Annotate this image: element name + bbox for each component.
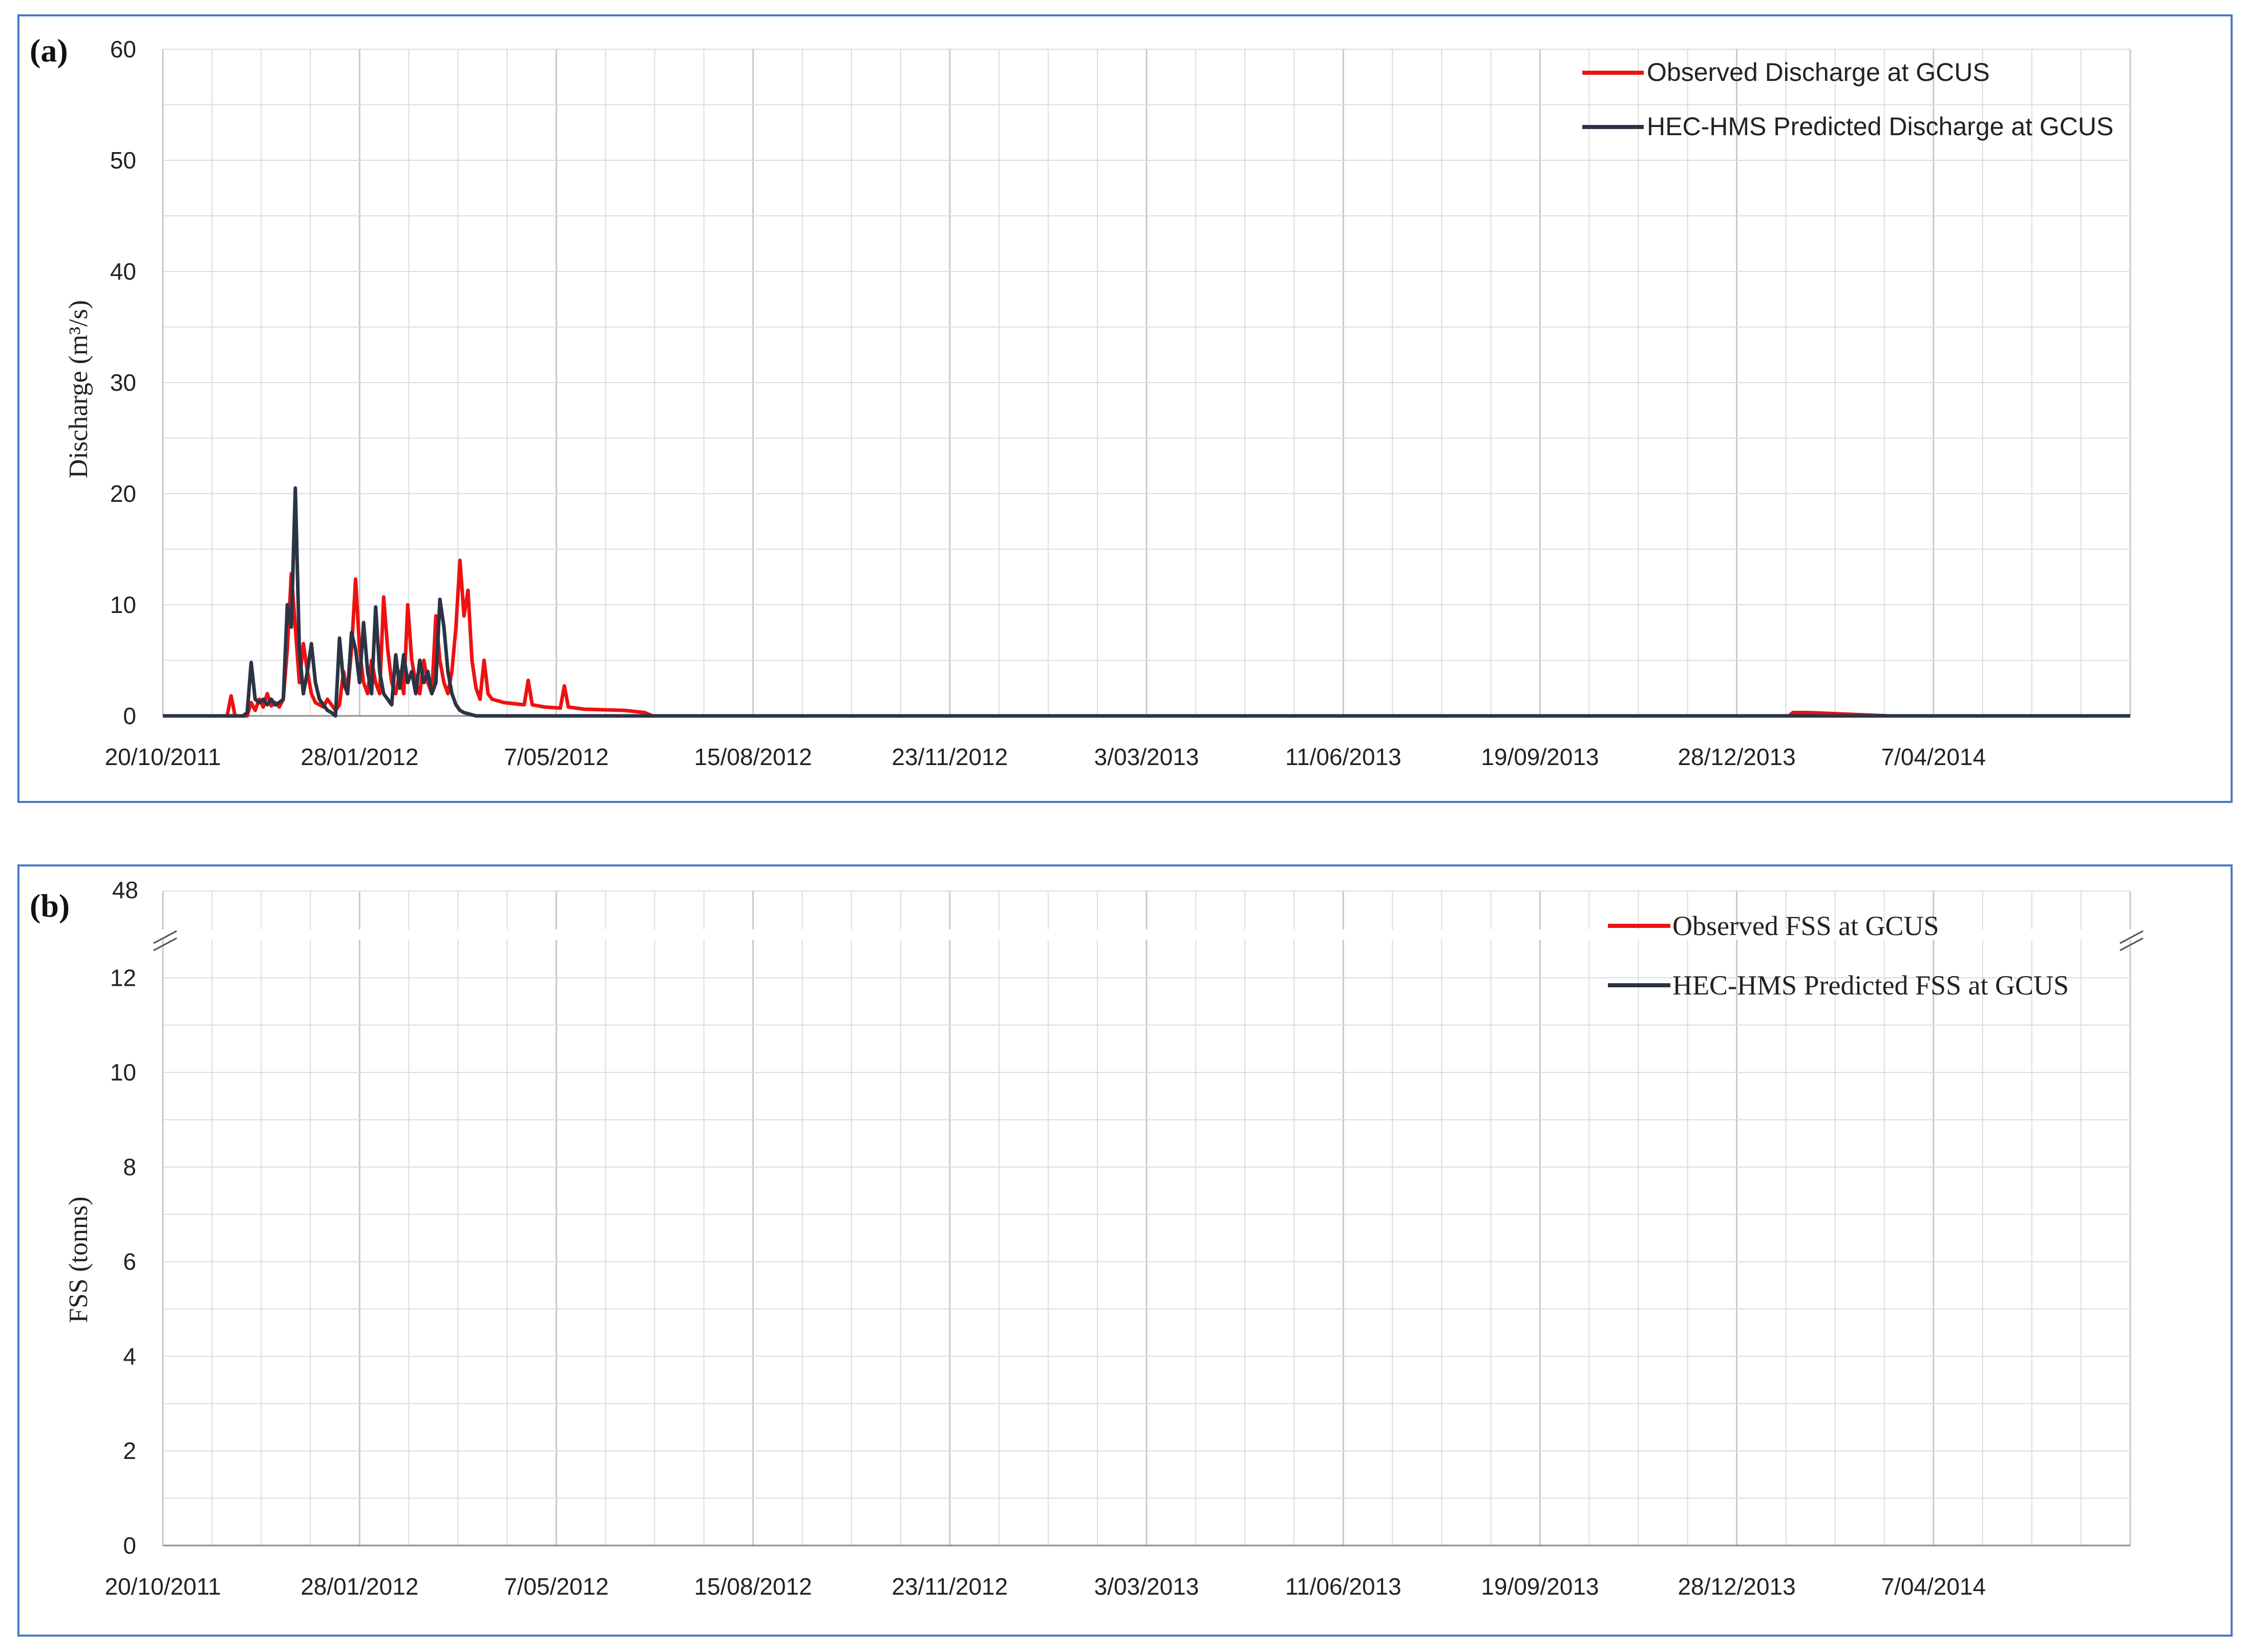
y-tick-label: 0 [123, 703, 136, 729]
y-tick-label: 60 [110, 36, 136, 62]
legend-predicted-label: HEC-HMS Predicted Discharge at GCUS [1647, 112, 2113, 141]
y-tick-label: 40 [110, 258, 136, 285]
axis-break-mark-left [153, 930, 177, 944]
x-tick-label: 28/12/2013 [1678, 1573, 1795, 1600]
x-tick-label: 19/09/2013 [1481, 1573, 1599, 1600]
panel-b-frame [17, 864, 2233, 1637]
x-tick-label: 20/10/2011 [105, 744, 221, 770]
x-tick-label: 3/03/2013 [1094, 1573, 1199, 1600]
legend-observed-fss-label: Observed FSS at GCUS [1672, 910, 1939, 941]
x-tick-label: 28/01/2012 [301, 1573, 418, 1600]
x-tick-label: 15/08/2012 [694, 1573, 812, 1600]
panel-b-break-tick: 48 [112, 877, 138, 903]
y-tick-label: 6 [123, 1248, 136, 1275]
x-tick-label: 20/10/2011 [105, 1573, 221, 1600]
panel-a-series [163, 486, 2130, 718]
axis-break-mark-right [2119, 937, 2144, 951]
y-tick-label: 50 [110, 147, 136, 174]
panel-a-frame [17, 14, 2233, 803]
y-tick-label: 4 [123, 1343, 136, 1369]
y-tick-label: 8 [123, 1154, 136, 1180]
x-tick-label: 7/04/2014 [1881, 744, 1986, 770]
y-tick-label: 10 [110, 591, 136, 618]
panel-b-y-axis-title: FSS (tonns) [64, 1196, 93, 1323]
y-tick-label: 0 [123, 1532, 136, 1559]
legend-observed-label: Observed Discharge at GCUS [1647, 58, 1990, 87]
y-tick-label: 20 [110, 480, 136, 507]
panel-b-label: (b) [30, 887, 70, 924]
axis-break-gap [154, 929, 2151, 940]
x-tick-label: 23/11/2012 [892, 1573, 1008, 1600]
x-tick-label: 7/05/2012 [504, 1573, 609, 1600]
panel-b-grid [153, 891, 2151, 1547]
panel-a-label: (a) [30, 32, 68, 69]
panel-a-y-axis-title: Discharge (m³/s) [64, 300, 93, 478]
x-tick-label: 7/05/2012 [504, 744, 609, 770]
x-tick-label: 19/09/2013 [1481, 744, 1599, 770]
y-tick-label: 12 [110, 964, 136, 991]
y-tick-label: 10 [110, 1059, 136, 1086]
panel-b-x-ticks: 20/10/2011 28/01/2012 7/05/2012 15/08/2012 2… [105, 1573, 1986, 1600]
panel-a-y-ticks: 0 10 20 30 40 50 60 [110, 36, 136, 729]
legend-predicted-fss-label: HEC-HMS Predicted FSS at GCUS [1672, 970, 2069, 1001]
x-tick-label: 28/12/2013 [1678, 744, 1795, 770]
x-tick-label: 23/11/2012 [892, 744, 1008, 770]
axis-break-mark-left [153, 937, 177, 951]
panel-a-legend: Observed Discharge at GCUS HEC-HMS Predi… [1582, 58, 2113, 141]
series-predicted-discharge-line [163, 486, 2130, 718]
x-tick-label: 15/08/2012 [694, 744, 812, 770]
y-tick-label: 30 [110, 369, 136, 396]
y-tick-label: 2 [123, 1437, 136, 1464]
x-tick-label: 11/06/2013 [1285, 744, 1402, 770]
panel-a: (a) 0 10 20 30 40 50 60 20/10/2011 28/01/2012 7/… [30, 32, 2131, 770]
x-tick-label: 11/06/2013 [1285, 1573, 1402, 1600]
panel-b: (b) 0 2 4 6 8 10 12 20/10/2011 28/01/2012 7/05/2… [30, 877, 2151, 1600]
x-tick-label: 28/01/2012 [301, 744, 418, 770]
x-tick-label: 7/04/2014 [1881, 1573, 1986, 1600]
axis-break-mark-right [2119, 930, 2144, 944]
panel-b-y-ticks: 0 2 4 6 8 10 12 [110, 964, 136, 1559]
panel-b-legend: Observed FSS at GCUS HEC-HMS Predicted F… [1608, 910, 2069, 1001]
x-tick-label: 3/03/2013 [1094, 744, 1199, 770]
panel-a-x-ticks: 20/10/2011 28/01/2012 7/05/2012 15/08/2012 2… [105, 744, 1986, 770]
